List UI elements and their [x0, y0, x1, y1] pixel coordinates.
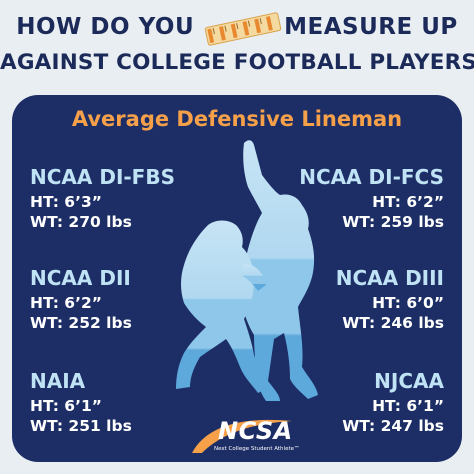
division-height: HT: 6’1” [372, 397, 444, 415]
division-card-diii: NCAA DIII HT: 6’0” WT: 246 lbs [336, 266, 444, 333]
division-weight: WT: 252 lbs [30, 314, 132, 332]
division-card-fcs: NCAA DI-FCS HT: 6’2” WT: 259 lbs [299, 165, 444, 232]
stats-panel: Average Defensive Lineman NCAA DI-FBS HT… [12, 95, 462, 462]
division-weight: WT: 247 lbs [342, 417, 444, 435]
division-height: HT: 6’0” [372, 294, 444, 312]
headline-part-right: MEASURE UP [284, 14, 458, 40]
division-card-dii: NCAA DII HT: 6’2” WT: 252 lbs [30, 266, 132, 333]
division-height: HT: 6’1” [30, 397, 102, 415]
division-name: NCAA DII [30, 266, 131, 290]
division-name: NCAA DI-FCS [299, 165, 444, 189]
logo-wordmark: NCSA [218, 417, 293, 445]
headline-line-2: AGAINST COLLEGE FOOTBALL PLAYERS? [0, 50, 474, 75]
division-weight: WT: 251 lbs [30, 417, 132, 435]
headline-line-1: HOW DO YOU MEASURE UP [0, 14, 474, 40]
header: HOW DO YOU MEASURE UP AGAINST COLLEGE FOO… [0, 0, 474, 92]
division-weight: WT: 270 lbs [30, 213, 132, 231]
division-name: NCAA DIII [335, 266, 444, 290]
logo-tagline: Next College Student Athlete™ [214, 446, 300, 452]
football-players-silhouette-icon [176, 140, 318, 401]
division-card-naia: NAIA HT: 6’1” WT: 251 lbs [30, 369, 132, 436]
division-card-fbs: NCAA DI-FBS HT: 6’3” WT: 270 lbs [30, 165, 175, 232]
division-height: HT: 6’3” [30, 193, 102, 211]
division-name: NJCAA [374, 369, 444, 393]
division-height: HT: 6’2” [30, 294, 102, 312]
headline-part-left: HOW DO YOU [16, 14, 195, 40]
ncsa-logo: NCSA Next College Student Athlete™ [188, 413, 308, 459]
division-height: HT: 6’2” [372, 193, 444, 211]
measuring-tape-icon [204, 12, 282, 46]
division-card-njcaa: NJCAA HT: 6’1” WT: 247 lbs [342, 369, 444, 436]
division-weight: WT: 246 lbs [342, 314, 444, 332]
division-name: NCAA DI-FBS [30, 165, 175, 189]
division-name: NAIA [30, 369, 86, 393]
swoosh-icon [192, 419, 292, 453]
panel-title: Average Defensive Lineman [71, 107, 403, 131]
division-weight: WT: 259 lbs [342, 213, 444, 231]
